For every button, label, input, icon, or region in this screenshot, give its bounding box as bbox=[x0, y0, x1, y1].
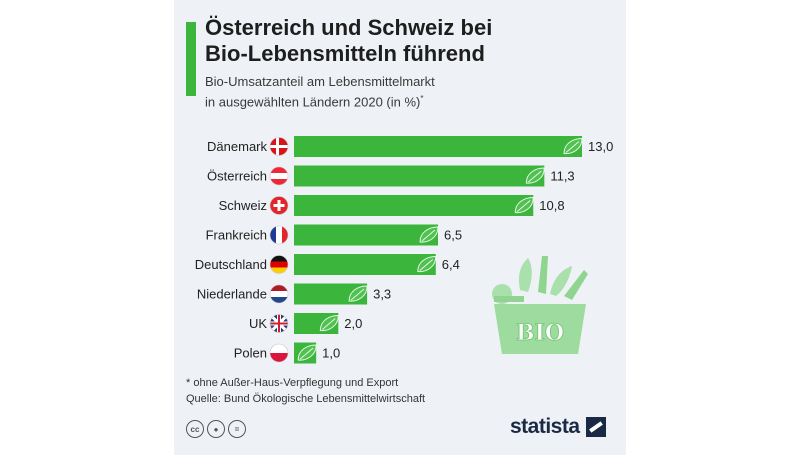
footnote-note: * ohne Außer-Haus-Verpflegung und Export bbox=[186, 377, 399, 389]
title-line-2: Bio-Lebensmitteln führend bbox=[205, 41, 485, 66]
leaf-icon bbox=[348, 285, 368, 302]
no-derivatives-icon[interactable]: = bbox=[228, 420, 246, 438]
bar bbox=[294, 254, 436, 275]
value-label: 13,0 bbox=[588, 139, 613, 154]
statista-mark-icon bbox=[585, 417, 606, 437]
bar-row: Niederlande 3,3 bbox=[197, 283, 391, 305]
category-label: Dänemark bbox=[207, 139, 267, 154]
bar bbox=[294, 224, 438, 246]
value-label: 6,4 bbox=[442, 257, 460, 272]
leaf-icon bbox=[419, 226, 439, 243]
category-label: Niederlande bbox=[197, 287, 267, 302]
brand-name: statista bbox=[510, 415, 580, 438]
germany-flag bbox=[269, 255, 289, 274]
bar bbox=[294, 165, 545, 187]
value-label: 1,0 bbox=[322, 346, 340, 361]
netherlands-flag bbox=[269, 284, 289, 304]
bar-row: Frankreich 6,5 bbox=[206, 224, 462, 246]
bar-row: UK 2,0 bbox=[249, 313, 362, 334]
category-label: Deutschland bbox=[195, 257, 267, 272]
bar-row: Schweiz 10,8 bbox=[219, 195, 565, 216]
leaf-icon bbox=[525, 167, 545, 184]
denmark-flag bbox=[269, 137, 289, 156]
subtitle-line-1: Bio-Umsatzanteil am Lebensmittelmarkt bbox=[205, 74, 435, 89]
chart-title: Österreich und Schweiz bei Bio-Lebensmit… bbox=[205, 15, 615, 67]
bar-chart: Dänemark 13,0 Österreich 11,3 Schweiz 10,8 Fra… bbox=[195, 136, 613, 364]
attribution-icon[interactable]: ● bbox=[207, 420, 225, 438]
statista-logo[interactable]: statista bbox=[510, 415, 606, 439]
bar-row: Polen 1,0 bbox=[234, 342, 340, 364]
subtitle-line-2: in ausgewählten Ländern 2020 (in %) bbox=[205, 94, 421, 110]
leaf-icon bbox=[514, 196, 534, 214]
category-label: Frankreich bbox=[206, 228, 267, 243]
creative-commons-icon[interactable]: cc bbox=[186, 420, 204, 438]
category-label: Österreich bbox=[207, 169, 267, 184]
switzerland-flag bbox=[269, 196, 289, 215]
title-accent-bar bbox=[186, 22, 196, 96]
value-label: 2,0 bbox=[344, 316, 362, 331]
poland-flag bbox=[269, 343, 289, 363]
bio-basket-icon: BIO bbox=[492, 256, 588, 354]
footnote: * ohne Außer-Haus-Verpflegung und Export… bbox=[186, 375, 606, 407]
license-icons: cc ● = bbox=[186, 420, 246, 438]
bar-row: Österreich 11,3 bbox=[207, 165, 575, 187]
title-line-1: Österreich und Schweiz bei bbox=[205, 15, 493, 40]
france-flag bbox=[269, 225, 289, 245]
footnote-source: Quelle: Bund Ökologische Lebensmittelwir… bbox=[186, 393, 426, 405]
category-label: UK bbox=[249, 316, 267, 331]
category-label: Schweiz bbox=[219, 198, 267, 213]
bar bbox=[294, 195, 534, 216]
value-label: 11,3 bbox=[550, 169, 574, 184]
value-label: 6,5 bbox=[444, 228, 462, 243]
leaf-icon bbox=[319, 314, 339, 332]
leaf-icon bbox=[417, 255, 437, 273]
austria-flag bbox=[269, 166, 289, 186]
category-label: Polen bbox=[234, 346, 267, 361]
leaf-icon bbox=[563, 137, 583, 155]
value-label: 10,8 bbox=[539, 198, 564, 213]
value-label: 3,3 bbox=[373, 287, 391, 302]
bar-row: Dänemark 13,0 bbox=[207, 136, 613, 157]
uk-flag bbox=[269, 314, 289, 333]
bar bbox=[294, 136, 582, 157]
bar-row: Deutschland 6,4 bbox=[195, 254, 460, 275]
chart-subtitle: Bio-Umsatzanteil am Lebensmittelmarkt in… bbox=[205, 73, 605, 110]
subtitle-footnote-mark: * bbox=[420, 94, 424, 103]
bio-text: BIO bbox=[516, 320, 564, 346]
leaf-icon bbox=[297, 344, 317, 361]
